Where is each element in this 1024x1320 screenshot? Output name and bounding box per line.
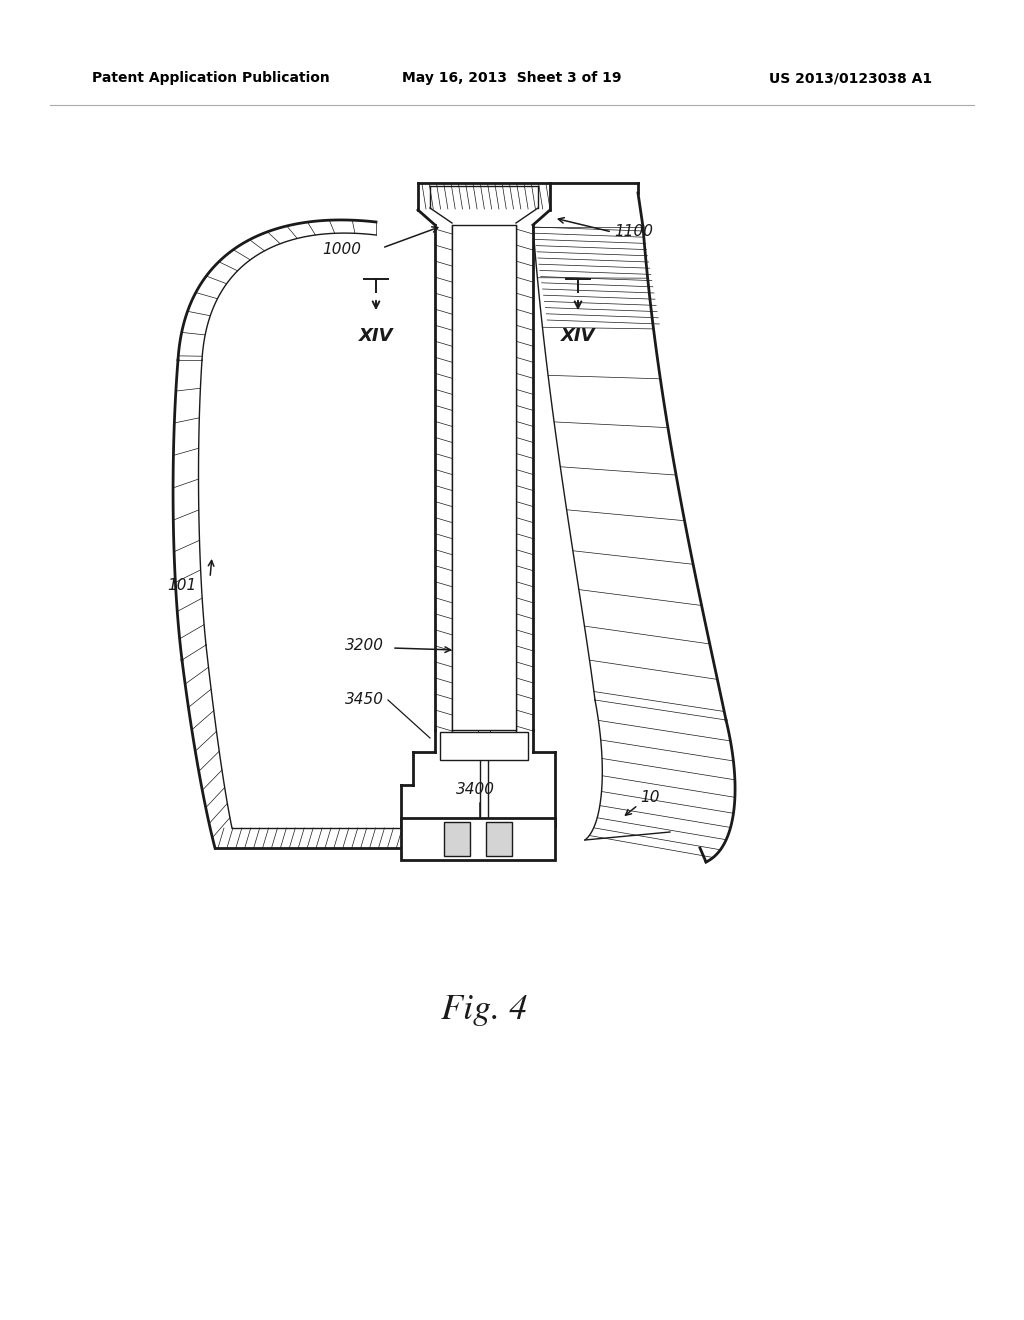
Text: 3400: 3400 [456,783,495,797]
Text: XIV: XIV [561,327,595,345]
Text: 10: 10 [640,791,659,805]
Bar [452,224,516,730]
Text: 1000: 1000 [322,243,361,257]
Bar [444,822,470,855]
Text: 1100: 1100 [614,224,653,239]
Bar [486,822,512,855]
Text: XIV: XIV [358,327,393,345]
Text: US 2013/0123038 A1: US 2013/0123038 A1 [769,71,932,84]
Text: Patent Application Publication: Patent Application Publication [92,71,330,84]
Text: 3200: 3200 [345,638,384,652]
Text: 3450: 3450 [345,693,384,708]
Text: Fig. 4: Fig. 4 [440,994,527,1026]
Text: May 16, 2013  Sheet 3 of 19: May 16, 2013 Sheet 3 of 19 [402,71,622,84]
Bar [440,733,528,760]
Text: 101: 101 [167,578,196,593]
Bar [401,818,555,861]
